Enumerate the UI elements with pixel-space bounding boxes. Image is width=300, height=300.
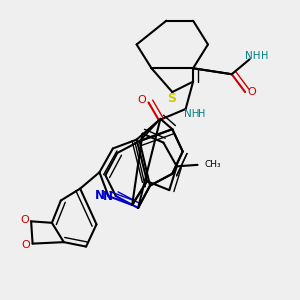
Text: O: O (138, 95, 146, 105)
Text: NH: NH (245, 51, 260, 61)
Text: H: H (198, 109, 205, 119)
Text: O: O (22, 239, 30, 250)
Text: O: O (247, 87, 256, 97)
Text: CH₃: CH₃ (205, 160, 222, 169)
Text: N: N (103, 190, 112, 202)
Text: O: O (20, 215, 29, 225)
Text: H: H (261, 51, 268, 62)
Text: N: N (95, 189, 105, 202)
Text: S: S (167, 92, 176, 105)
Text: NH: NH (184, 109, 200, 119)
